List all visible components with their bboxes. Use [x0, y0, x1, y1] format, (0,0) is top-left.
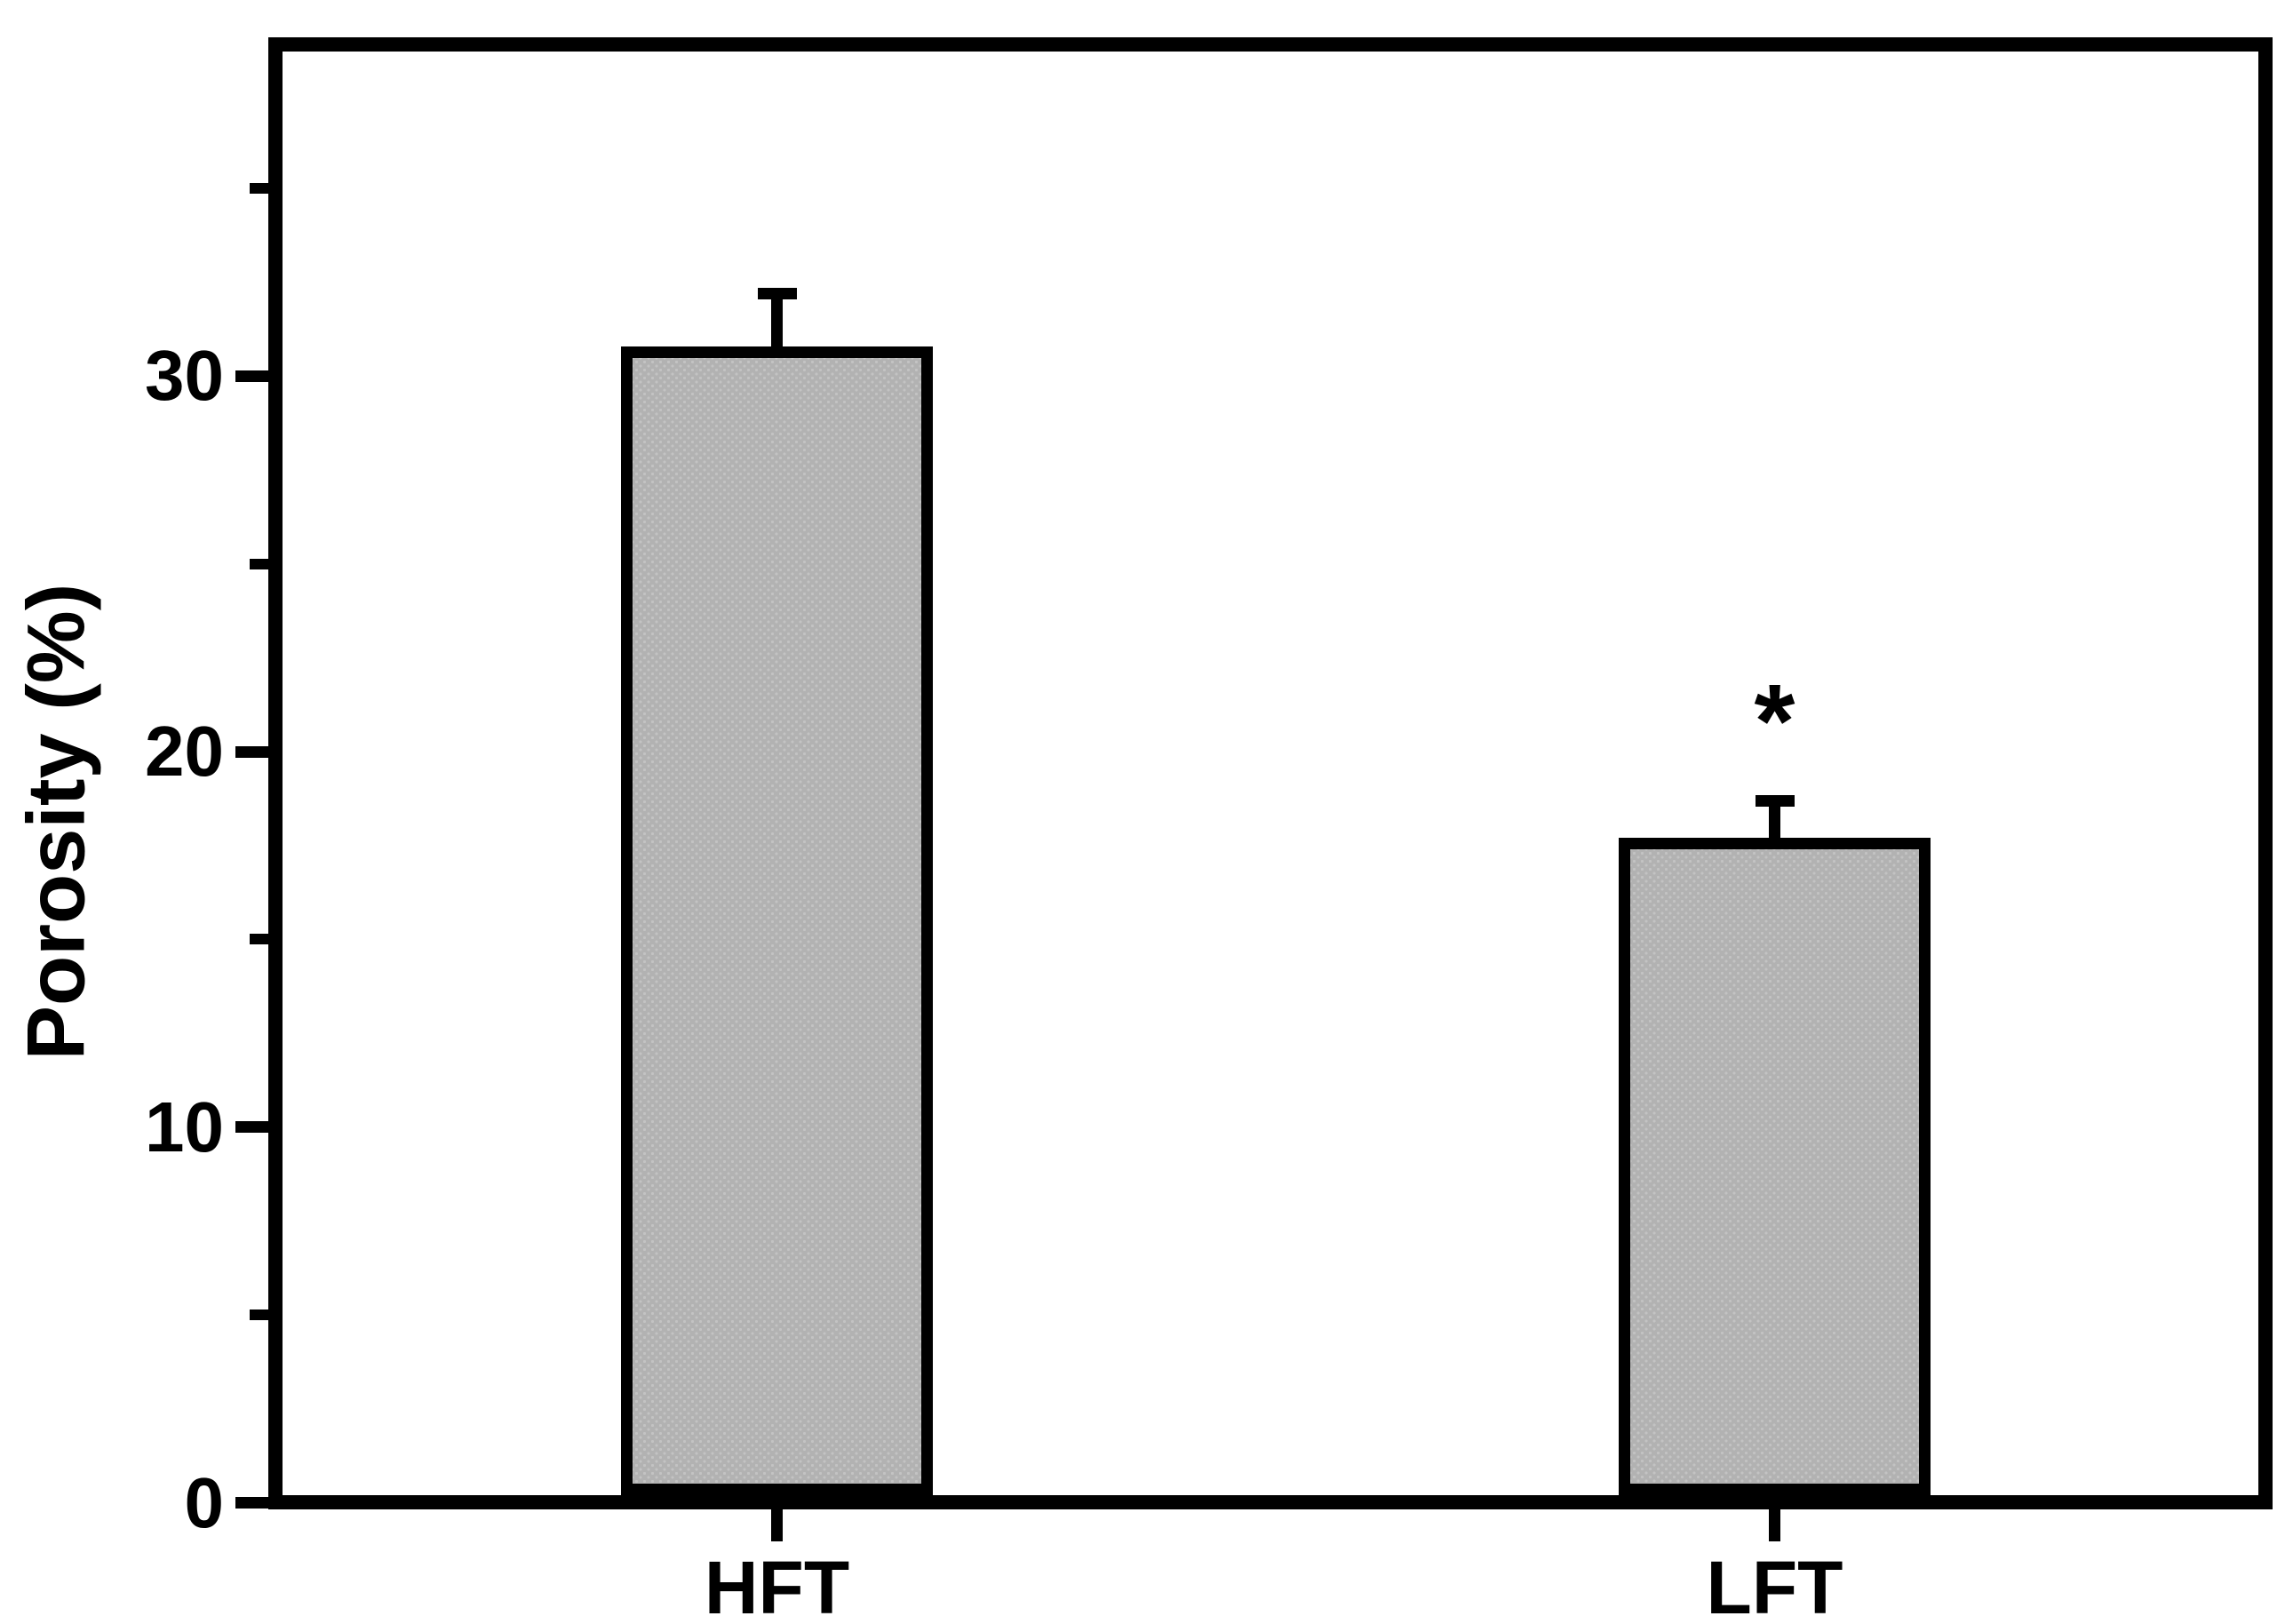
- plot-area: [268, 37, 2273, 1509]
- error-bar-stem-LFT: [1769, 800, 1780, 840]
- error-bar-cap-HFT: [757, 287, 797, 299]
- y-axis-tick-label-30: 30: [145, 336, 224, 416]
- error-bar-stem-HFT: [771, 293, 783, 348]
- x-axis-tick-HFT: [771, 1508, 783, 1541]
- y-axis-major-tick-10: [235, 1121, 275, 1134]
- y-axis-tick-label-0: 0: [184, 1462, 225, 1542]
- y-axis-minor-tick-15: [250, 934, 275, 945]
- x-axis-tick-label-HFT: HFT: [704, 1546, 850, 1624]
- x-axis-tick-label-LFT: LFT: [1706, 1546, 1843, 1624]
- y-axis-tick-label-10: 10: [145, 1087, 224, 1166]
- error-bar-cap-LFT: [1755, 794, 1795, 807]
- y-axis-minor-tick-25: [250, 558, 275, 569]
- x-axis-tick-LFT: [1769, 1508, 1780, 1541]
- y-axis-major-tick-30: [235, 370, 275, 382]
- y-axis-minor-tick-35: [250, 183, 275, 195]
- bar-LFT: [1619, 838, 1931, 1495]
- bar-HFT: [621, 346, 933, 1495]
- y-axis-minor-tick-5: [250, 1310, 275, 1321]
- significance-asterisk: *: [1754, 663, 1795, 781]
- y-axis-title: Porosity (%): [11, 583, 102, 1061]
- y-axis-major-tick-20: [235, 745, 275, 758]
- y-axis-major-tick-0: [235, 1497, 275, 1509]
- y-axis-tick-label-20: 20: [145, 712, 224, 792]
